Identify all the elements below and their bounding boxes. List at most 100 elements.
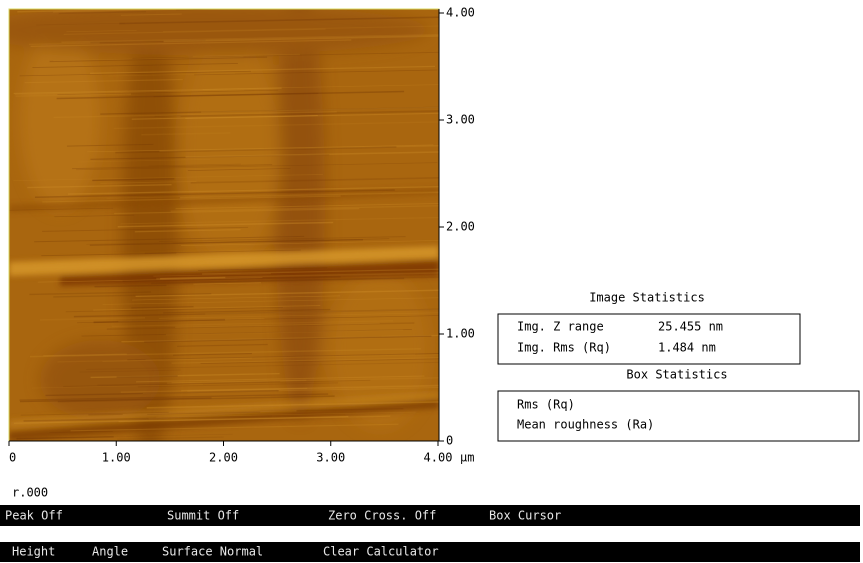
toolbar-button[interactable]: Clear Calculator	[323, 545, 439, 559]
texture-streak	[90, 39, 206, 44]
texture-streak	[57, 89, 279, 95]
texture-streak	[72, 164, 273, 170]
toolbar-button[interactable]: Zero Cross. Off	[328, 509, 436, 523]
texture-streak	[94, 284, 167, 288]
texture-streak	[32, 384, 203, 389]
texture-streak	[53, 56, 244, 62]
texture-streak	[108, 73, 236, 77]
texture-streak	[97, 380, 281, 386]
texture-streak	[57, 395, 335, 403]
toolbar-background	[0, 542, 860, 562]
texture-streak	[90, 372, 280, 379]
texture-streak	[113, 121, 439, 130]
toolbar-button[interactable]: Peak Off	[5, 509, 63, 523]
texture-streak	[111, 320, 394, 328]
texture-streak	[135, 289, 439, 298]
texture-streak	[122, 410, 297, 415]
texture-streak	[183, 276, 439, 283]
toolbar-button[interactable]: Surface Normal	[162, 545, 263, 559]
texture-streak	[118, 415, 391, 423]
texture-streak	[9, 207, 114, 211]
texture-streak	[165, 329, 404, 336]
texture-streak	[102, 297, 439, 305]
texture-streak	[179, 191, 439, 199]
stat-value: 1.484 nm	[658, 341, 716, 355]
texture-streak	[153, 92, 319, 98]
stat-label: Rms (Rq)	[517, 398, 575, 412]
toolbar-button[interactable]: Box Cursor	[489, 509, 561, 523]
texture-streak	[79, 369, 181, 373]
texture-streak	[14, 415, 349, 424]
texture-streak	[160, 276, 226, 280]
y-tick-label: 3.00	[446, 113, 475, 127]
texture-streak	[115, 146, 397, 154]
stat-label: Img. Rms (Rq)	[517, 341, 611, 355]
texture-streak	[93, 305, 321, 311]
texture-streak	[172, 238, 390, 244]
texture-streak	[153, 273, 272, 277]
texture-streak	[175, 322, 380, 328]
stat-label: Mean roughness (Ra)	[517, 418, 654, 432]
texture-streak	[24, 433, 233, 439]
texture-streak	[61, 33, 439, 44]
texture-streak	[63, 28, 326, 35]
texture-streak	[56, 90, 405, 100]
x-tick-label: 1.00	[102, 451, 131, 465]
texture-streak	[154, 110, 439, 117]
toolbar: Height Angle Surface Normal Clear Calcul…	[0, 542, 860, 562]
texture-streak	[76, 162, 438, 171]
texture-streak	[187, 168, 291, 171]
texture-streak	[134, 229, 241, 233]
texture-streak	[200, 358, 439, 364]
texture-streak	[146, 401, 439, 409]
texture-streak	[171, 379, 307, 384]
texture-streak	[34, 235, 305, 243]
texture-streak	[28, 42, 100, 46]
texture-streak	[136, 375, 425, 383]
texture-streak	[185, 112, 439, 119]
texture-streak	[144, 335, 432, 343]
texture-streak	[41, 252, 177, 257]
texture-streak	[13, 174, 323, 182]
texture-streak	[181, 384, 439, 392]
image-statistics-title: Image Statistics	[589, 291, 705, 305]
texture-streak	[171, 357, 439, 364]
texture-streak	[131, 114, 318, 120]
texture-streak	[100, 106, 439, 115]
texture-streak	[39, 317, 146, 321]
texture-streak	[16, 436, 114, 440]
texture-streak	[66, 143, 154, 147]
texture-streak	[117, 221, 334, 228]
texture-streak	[86, 239, 325, 245]
texture-streak	[36, 22, 126, 26]
texture-streak	[86, 361, 439, 370]
texture-streak	[15, 93, 131, 97]
texture-streak	[30, 39, 352, 47]
toolbar: Peak Off Summit Off Zero Cross. Off Box …	[0, 505, 860, 526]
texture-streak	[202, 84, 439, 90]
texture-streak	[121, 334, 439, 343]
texture-streak	[90, 65, 436, 74]
texture-streak	[93, 318, 226, 324]
texture-streak	[159, 236, 406, 243]
toolbar-button[interactable]: Height	[12, 545, 55, 559]
texture-streak	[63, 379, 371, 387]
texture-streak	[131, 305, 194, 309]
texture-streak	[187, 385, 439, 392]
texture-streak	[114, 207, 360, 215]
texture-streak	[175, 202, 439, 210]
texture-streak	[37, 277, 263, 283]
toolbar-button[interactable]: Summit Off	[167, 509, 239, 523]
texture-streak	[19, 393, 329, 401]
y-tick-label: 2.00	[446, 220, 475, 234]
texture-streak	[57, 357, 253, 363]
toolbar-button[interactable]: Angle	[92, 545, 128, 559]
texture-streak	[148, 163, 241, 167]
texture-streak	[29, 291, 152, 296]
texture-streak	[66, 29, 137, 33]
texture-streak	[122, 276, 341, 282]
texture-streak	[159, 312, 439, 319]
texture-streak	[19, 397, 212, 403]
texture-streak	[55, 255, 439, 264]
texture-streak	[70, 423, 399, 432]
